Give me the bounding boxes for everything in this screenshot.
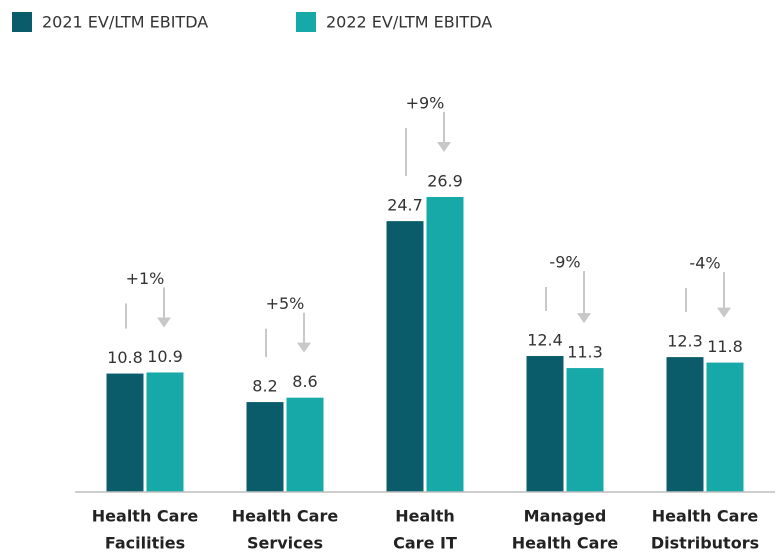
annotation-arrowhead xyxy=(437,141,451,152)
value-label: 24.7 xyxy=(387,196,423,215)
x-tick-label: Care IT xyxy=(393,534,457,553)
annotation-arrowhead xyxy=(717,307,731,318)
annotation-arrowhead xyxy=(297,342,311,353)
annotation: -4% xyxy=(689,254,720,273)
bar xyxy=(706,362,744,492)
x-tick-label: Health xyxy=(395,507,455,526)
bar xyxy=(526,356,564,492)
annotation: +5% xyxy=(266,294,305,313)
value-label: 11.8 xyxy=(707,337,743,356)
x-tick-label: Managed xyxy=(524,507,607,526)
x-tick-label: Health Care xyxy=(92,507,199,526)
bar xyxy=(286,397,324,492)
bar xyxy=(566,368,604,492)
annotation: +1% xyxy=(126,269,165,288)
bar xyxy=(426,196,464,492)
annotation: -9% xyxy=(549,253,580,272)
value-label: 11.3 xyxy=(567,343,603,362)
annotation-arrowhead xyxy=(157,317,171,328)
x-tick-label: Services xyxy=(247,534,323,553)
value-label: 10.9 xyxy=(147,347,183,366)
bar xyxy=(106,373,144,492)
x-tick-label: Health Care xyxy=(232,507,339,526)
legend-label: 2021 EV/LTM EBITDA xyxy=(42,13,208,32)
x-tick-label: Health Care xyxy=(652,507,759,526)
annotation-arrowhead xyxy=(577,313,591,324)
value-label: 8.2 xyxy=(252,377,277,396)
value-label: 26.9 xyxy=(427,171,463,190)
bar xyxy=(146,372,184,492)
bar xyxy=(386,221,424,492)
x-tick-label: Distributors xyxy=(651,534,759,553)
bar xyxy=(246,402,284,492)
value-label: 8.6 xyxy=(292,372,317,391)
legend-label: 2022 EV/LTM EBITDA xyxy=(326,13,492,32)
x-tick-label: Facilities xyxy=(105,534,185,553)
legend-swatch xyxy=(296,12,316,32)
value-label: 12.3 xyxy=(667,332,703,351)
legend-swatch xyxy=(12,12,32,32)
annotation: +9% xyxy=(406,93,445,112)
bar xyxy=(666,357,704,492)
x-tick-label: Health Care xyxy=(512,534,619,553)
value-label: 12.4 xyxy=(527,331,563,350)
value-label: 10.8 xyxy=(107,348,143,367)
